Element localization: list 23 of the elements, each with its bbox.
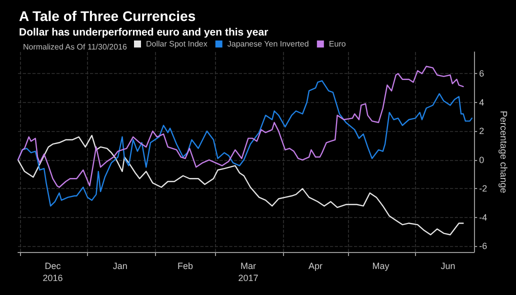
- line-series: [17, 134, 464, 236]
- y-tick-label: 4: [479, 97, 484, 108]
- x-tick-label: Feb: [177, 261, 193, 271]
- y-tick-label: -2: [479, 184, 488, 194]
- x-tick-label: Jun: [440, 261, 456, 271]
- y-tick-label: 6: [479, 68, 484, 79]
- chart-title: A Tale of Three Currencies: [19, 8, 196, 24]
- x-tick-label: Apr: [308, 261, 323, 271]
- y-axis-title: Percentage change: [498, 110, 508, 194]
- legend-title: Normalized As Of 11/30/2016: [23, 42, 128, 52]
- x-tick-label: Jan: [112, 261, 128, 271]
- legend-label: Japanese Yen Inverted: [227, 40, 309, 48]
- x-tick-label: Mar 2017: [238, 261, 258, 283]
- legend-label: Euro: [328, 40, 346, 48]
- y-tick-label: -4: [479, 212, 488, 222]
- y-tick-label: -6: [479, 241, 488, 252]
- x-tick-label: May: [372, 261, 390, 271]
- y-tick-label: 2: [479, 126, 484, 136]
- y-tick-label: 0: [479, 154, 484, 165]
- chart-subtitle: Dollar has underperformed euro and yen this year: [19, 26, 268, 38]
- legend-label: Dollar Spot Index: [146, 40, 208, 48]
- line-series: [17, 66, 464, 188]
- x-tick-label: Dec 2016: [42, 261, 63, 283]
